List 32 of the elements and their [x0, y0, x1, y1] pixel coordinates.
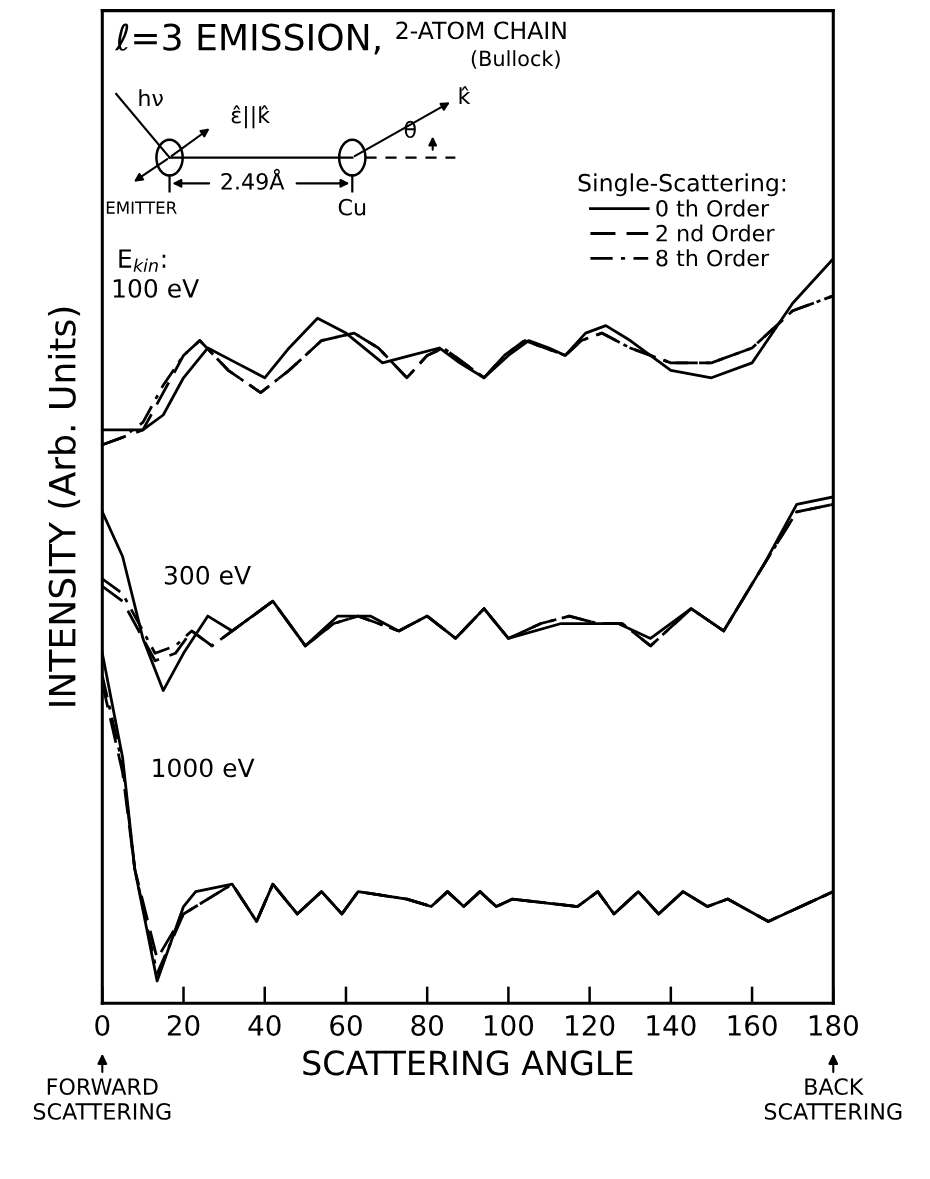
text: hν: [139, 89, 163, 107]
legend-label: 0 th Order: [656, 199, 770, 217]
chart-subtitle: 2-ATOM CHAIN: [396, 21, 566, 40]
text: θ: [404, 120, 416, 139]
text: BACK SCATTERING: [764, 1078, 902, 1120]
annotation: 300 eV: [164, 565, 251, 585]
annotation: E$_{kin}$:: [119, 249, 166, 272]
x-tick-label: 100: [484, 1014, 534, 1036]
text: Cu: [338, 198, 366, 216]
annotation: 100 eV: [113, 278, 200, 298]
legend-title: Single-Scattering:: [578, 173, 786, 197]
x-axis-title: SCATTERING ANGLE: [303, 1050, 633, 1076]
x-tick-label: 180: [809, 1014, 858, 1036]
text: FORWARD SCATTERING: [33, 1078, 171, 1120]
chart-title: ℓ=3 EMISSION,: [114, 23, 380, 55]
x-tick-label: 40: [248, 1014, 281, 1036]
text: 2.49Å: [221, 168, 285, 190]
text: (Bullock): [471, 50, 560, 69]
legend-label: 2 nd Order: [656, 224, 775, 242]
y-axis-title: INTENSITY (Arb. Units): [47, 307, 81, 706]
x-tick-label: 0: [95, 1014, 110, 1036]
annotation: 1000 eV: [153, 758, 255, 778]
x-tick-label: 160: [728, 1014, 777, 1036]
x-tick-label: 140: [647, 1014, 696, 1036]
legend-label: 8 th Order: [656, 249, 770, 267]
x-tick-label: 80: [411, 1014, 444, 1036]
x-tick-label: 20: [167, 1014, 200, 1036]
text: ε̂||k̂: [231, 105, 271, 129]
text: EMITTER: [106, 201, 177, 214]
x-tick-label: 120: [566, 1014, 615, 1036]
x-tick-label: 60: [330, 1014, 362, 1036]
text: k̂: [459, 86, 471, 105]
